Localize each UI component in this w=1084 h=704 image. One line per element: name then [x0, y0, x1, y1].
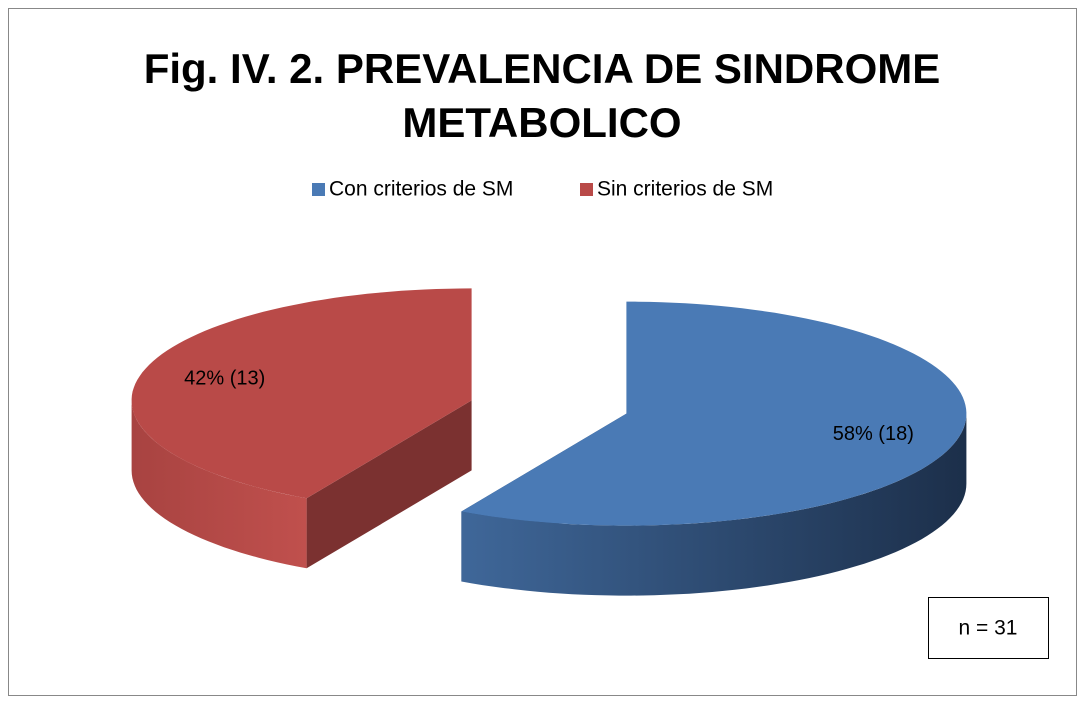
legend-label: Con criterios de SM — [329, 178, 513, 201]
slice-side — [131, 400, 307, 569]
legend-swatch — [580, 183, 593, 196]
pie: 58% (18) 42% (13) — [131, 288, 967, 596]
data-label: 42% (13) — [184, 368, 265, 390]
slice-face — [306, 400, 472, 569]
slice — [461, 301, 967, 526]
legend-label: Sin criterios de SM — [597, 178, 773, 201]
annotation: n = 31 — [959, 617, 1018, 640]
chart-title: Fig. IV. 2. PREVALENCIA DE SINDROME META… — [143, 45, 941, 146]
slice-side — [461, 413, 967, 596]
annotation-box — [928, 597, 1049, 659]
legend: Con criterios de SM Sin criterios de SM — [312, 178, 773, 201]
slice — [131, 288, 472, 499]
legend-swatch — [312, 183, 325, 196]
data-label: 58% (18) — [833, 423, 914, 445]
